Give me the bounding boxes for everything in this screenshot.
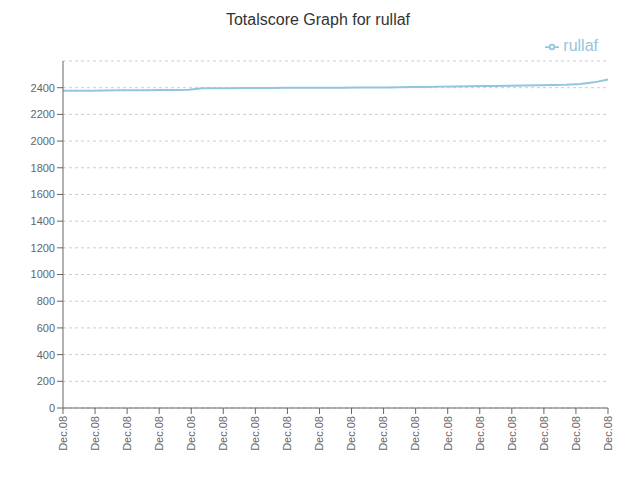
- svg-text:Dec.08: Dec.08: [442, 416, 454, 451]
- svg-text:600: 600: [37, 322, 55, 334]
- html-text:rullaf: rullaf: [563, 37, 598, 54]
- svg-text:Dec.08: Dec.08: [313, 416, 325, 451]
- svg-text:200: 200: [37, 375, 55, 387]
- svg-text:1800: 1800: [31, 162, 55, 174]
- svg-text:1400: 1400: [31, 215, 55, 227]
- svg-text:Dec.08: Dec.08: [506, 416, 518, 451]
- svg-text:Dec.08: Dec.08: [281, 416, 293, 451]
- svg-text:1000: 1000: [31, 268, 55, 280]
- svg-text:1200: 1200: [31, 242, 55, 254]
- svg-text:Dec.08: Dec.08: [185, 416, 197, 451]
- svg-text:Dec.08: Dec.08: [249, 416, 261, 451]
- svg-text:800: 800: [37, 295, 55, 307]
- svg-text:2400: 2400: [31, 82, 55, 94]
- svg-text:Dec.08: Dec.08: [538, 416, 550, 451]
- svg-text:Dec.08: Dec.08: [409, 416, 421, 451]
- svg-text:Dec.08: Dec.08: [602, 416, 614, 451]
- svg-text:1600: 1600: [31, 188, 55, 200]
- svg-text:Dec.08: Dec.08: [121, 416, 133, 451]
- svg-text:400: 400: [37, 349, 55, 361]
- svg-text:Dec.08: Dec.08: [57, 416, 69, 451]
- svg-text:Dec.08: Dec.08: [474, 416, 486, 451]
- svg-text:Dec.08: Dec.08: [89, 416, 101, 451]
- svg-text:2000: 2000: [31, 135, 55, 147]
- svg-text:Dec.08: Dec.08: [153, 416, 165, 451]
- svg-text:Dec.08: Dec.08: [377, 416, 389, 451]
- svg-text:Dec.08: Dec.08: [345, 416, 357, 451]
- svg-text:2200: 2200: [31, 108, 55, 120]
- svg-text:Dec.08: Dec.08: [570, 416, 582, 451]
- html-text:Totalscore Graph for rullaf: Totalscore Graph for rullaf: [226, 11, 410, 28]
- svg-text:0: 0: [49, 402, 55, 414]
- svg-text:Dec.08: Dec.08: [217, 416, 229, 451]
